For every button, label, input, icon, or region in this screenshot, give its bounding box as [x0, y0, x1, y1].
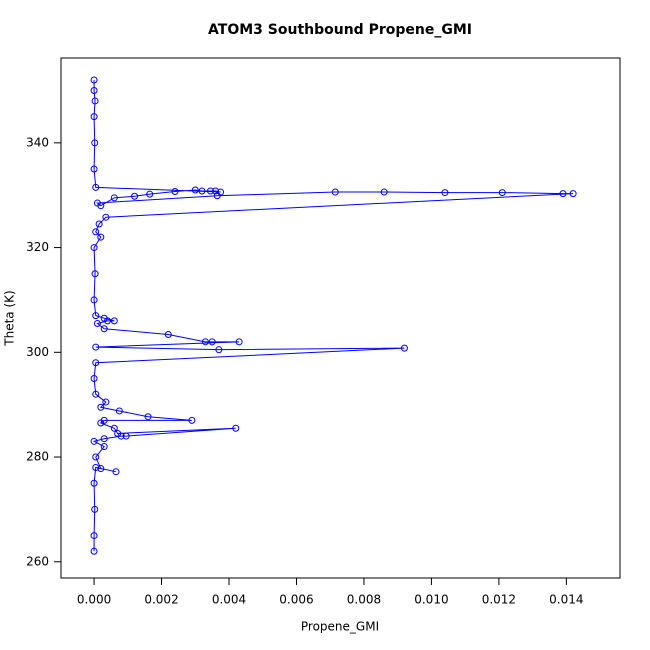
data-point [110, 194, 118, 202]
data-point [131, 192, 139, 200]
data-point [92, 343, 100, 351]
data-point [215, 346, 223, 354]
x-axis-label: Propene_GMI [301, 620, 379, 634]
data-point [217, 188, 225, 196]
data-point [92, 183, 100, 191]
data-point [232, 424, 240, 432]
data-point [115, 407, 123, 415]
data-point [92, 228, 100, 236]
data-point [92, 453, 100, 461]
x-tick-label: 0.014 [549, 593, 583, 607]
data-point [90, 244, 98, 252]
data-point [97, 233, 105, 241]
data-point [400, 344, 408, 352]
data-point [144, 413, 152, 421]
data-point [90, 86, 98, 94]
y-tick-label: 320 [26, 240, 49, 254]
data-point [97, 465, 105, 473]
y-tick-label: 340 [26, 135, 49, 149]
data-point [100, 416, 108, 424]
data-point [191, 186, 199, 194]
data-point [146, 190, 154, 198]
data-point [100, 435, 108, 443]
data-point [90, 532, 98, 540]
data-point [206, 187, 214, 195]
data-point [97, 403, 105, 411]
data-point [92, 312, 100, 320]
data-point [114, 429, 122, 437]
data-point [90, 296, 98, 304]
data-point [91, 139, 99, 147]
data-point [100, 314, 108, 322]
data-point [559, 190, 567, 198]
data-point [110, 424, 118, 432]
data-point [208, 338, 216, 346]
data-point [92, 390, 100, 398]
data-point [90, 374, 98, 382]
data-point [380, 188, 388, 196]
data-point [90, 437, 98, 445]
x-tick-label: 0.006 [279, 593, 313, 607]
data-point [90, 76, 98, 84]
data-point [93, 319, 101, 327]
x-tick-label: 0.010 [414, 593, 448, 607]
data-point [235, 338, 243, 346]
data-point [95, 220, 103, 228]
data-point [164, 330, 172, 338]
data-point [100, 325, 108, 333]
data-point [171, 188, 179, 196]
y-tick-label: 280 [26, 450, 49, 464]
x-tick-label: 0.008 [347, 593, 381, 607]
x-tick-label: 0.000 [77, 593, 111, 607]
data-point [212, 187, 220, 195]
data-point [91, 270, 99, 278]
plot-frame [60, 57, 621, 579]
data-point [331, 188, 339, 196]
x-tick-label: 0.012 [482, 593, 516, 607]
data-point [188, 416, 196, 424]
data-point [102, 398, 110, 406]
data-point [90, 547, 98, 555]
y-axis-label: Theta (K) [3, 290, 17, 346]
data-point [90, 479, 98, 487]
series-line [92, 79, 574, 552]
data-point [569, 190, 577, 198]
data-point [92, 464, 100, 472]
data-point [112, 468, 120, 476]
chart-title: ATOM3 Southbound Propene_GMI [208, 22, 472, 38]
data-point [110, 317, 118, 325]
data-point [201, 338, 209, 346]
data-point [441, 189, 449, 197]
data-point [198, 187, 206, 195]
data-point [100, 443, 108, 451]
data-point [122, 432, 130, 440]
y-tick-label: 300 [26, 345, 49, 359]
data-point [90, 113, 98, 121]
data-point [92, 359, 100, 367]
data-point [498, 189, 506, 197]
data-point [91, 97, 99, 105]
data-point [91, 505, 99, 513]
y-tick-label: 260 [26, 554, 49, 568]
data-point [102, 213, 110, 221]
x-tick-label: 0.002 [144, 593, 178, 607]
x-tick-label: 0.004 [212, 593, 246, 607]
data-point [90, 165, 98, 173]
data-point [97, 202, 105, 210]
